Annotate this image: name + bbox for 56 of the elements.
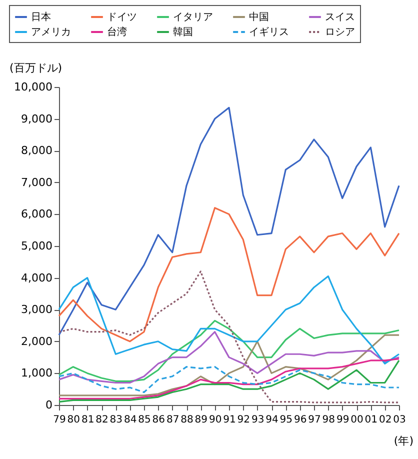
y-tick-label: 0 xyxy=(46,398,52,412)
line-series xyxy=(58,207,400,342)
line-series xyxy=(58,320,400,382)
legend-label: 韓国 xyxy=(173,26,193,38)
x-tick-label: 99 xyxy=(336,414,350,426)
y-tick-label: 6,000 xyxy=(21,208,52,221)
x-tick-label: 89 xyxy=(194,414,208,426)
y-tick-label: 1,000 xyxy=(21,366,52,380)
x-tick-label: 01 xyxy=(364,414,378,426)
x-tick-label: 85 xyxy=(138,414,151,426)
y-tick-label: 5,000 xyxy=(21,240,52,252)
line-series xyxy=(58,270,400,404)
legend-label: 台湾 xyxy=(107,26,127,38)
line-series xyxy=(58,106,400,336)
x-tick-label: 86 xyxy=(152,414,166,426)
legend-label: 日本 xyxy=(31,11,51,23)
y-tick-label: 8,000 xyxy=(21,144,52,158)
legend-label: ロシア xyxy=(325,27,355,38)
x-tick-label: 80 xyxy=(67,414,80,426)
x-tick-label: 91 xyxy=(223,414,236,426)
y-tick-label: 4,000 xyxy=(21,271,52,284)
legend-label: 中国 xyxy=(249,11,269,23)
x-tick-label: 92 xyxy=(237,414,250,426)
y-tick-label: 10,000 xyxy=(14,80,52,94)
x-tick-label: 00 xyxy=(350,414,364,426)
x-tick-label: 84 xyxy=(124,414,137,426)
legend-label: スイス xyxy=(325,12,355,23)
legend-label: イギリス xyxy=(249,26,289,38)
x-tick-label: 83 xyxy=(110,414,123,426)
line-series xyxy=(58,275,400,364)
x-tick-label: 82 xyxy=(96,414,108,426)
x-tick-label: 94 xyxy=(266,414,278,426)
y-tick-label: 7,000 xyxy=(21,176,52,189)
x-axis-title: (年) xyxy=(394,434,414,448)
legend-label: ドイツ xyxy=(107,12,137,23)
line-series xyxy=(58,331,400,384)
line-series xyxy=(58,334,400,396)
legend-label: アメリカ xyxy=(31,27,71,38)
x-tick-label: 98 xyxy=(322,414,336,426)
x-tick-label: 93 xyxy=(251,414,264,426)
x-tick-label: 95 xyxy=(280,414,293,426)
x-tick-label: 02 xyxy=(378,414,392,426)
x-tick-label: 96 xyxy=(294,414,307,426)
legend-label: イタリア xyxy=(173,12,213,23)
y-tick-label: 9,000 xyxy=(21,112,52,126)
x-tick-label: 88 xyxy=(180,414,194,426)
y-axis-title: (百万ドル) xyxy=(10,62,62,74)
y-tick-label: 2,000 xyxy=(21,334,52,348)
x-tick-label: 97 xyxy=(308,414,321,426)
x-tick-label: 03 xyxy=(393,414,406,426)
x-tick-label: 87 xyxy=(166,414,180,426)
x-tick-label: 81 xyxy=(81,414,94,426)
y-tick-label: 3,000 xyxy=(21,303,52,316)
x-tick-label: 79 xyxy=(53,414,66,426)
line-series xyxy=(58,366,400,394)
x-tick-label: 90 xyxy=(208,414,222,426)
